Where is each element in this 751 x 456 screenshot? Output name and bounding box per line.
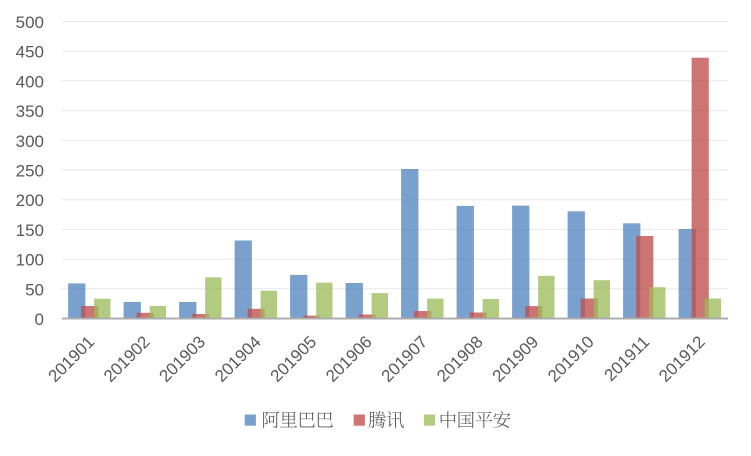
svg-text:400: 400 xyxy=(16,72,44,91)
svg-text:100: 100 xyxy=(16,251,44,270)
svg-text:150: 150 xyxy=(16,221,44,240)
svg-text:250: 250 xyxy=(16,162,44,181)
svg-text:500: 500 xyxy=(16,13,44,32)
svg-text:300: 300 xyxy=(16,132,44,151)
svg-text:450: 450 xyxy=(16,43,44,62)
svg-text:200: 200 xyxy=(16,191,44,210)
svg-text:0: 0 xyxy=(35,310,44,329)
svg-text:350: 350 xyxy=(16,102,44,121)
svg-text:50: 50 xyxy=(25,280,44,299)
